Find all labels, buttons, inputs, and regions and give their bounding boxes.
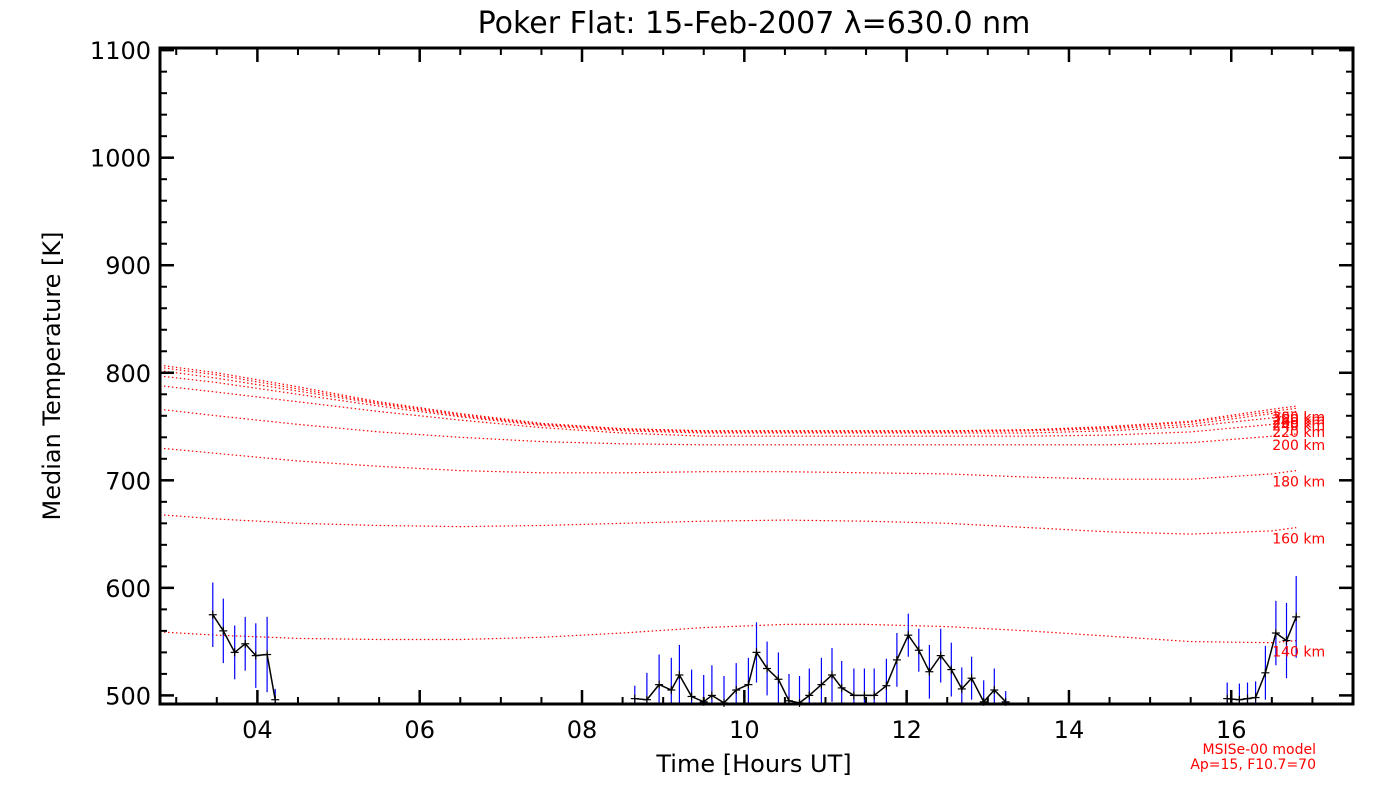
y-tick-label: 700 xyxy=(105,467,151,495)
altitude-label-280-km: 280 km xyxy=(1272,412,1325,428)
x-tick-label: 06 xyxy=(404,716,435,744)
data-point xyxy=(827,670,836,679)
data-point xyxy=(892,655,901,664)
x-tick-label: 10 xyxy=(729,716,760,744)
data-point xyxy=(732,686,741,695)
error-bars xyxy=(212,576,1297,704)
model-label-line2: Ap=15, F10.7=70 xyxy=(1190,757,1316,773)
y-tick-label: 1100 xyxy=(90,37,151,65)
data-point xyxy=(914,646,923,655)
data-point xyxy=(241,639,250,648)
data-point xyxy=(957,684,966,693)
model-label-line1: MSISe-00 model xyxy=(1202,742,1316,758)
y-axis-label: Median Temperature [K] xyxy=(38,231,66,520)
model-curve-240-km xyxy=(159,375,1297,434)
data-point xyxy=(947,665,956,674)
data-point xyxy=(817,680,826,689)
x-axis-label: Time [Hours UT] xyxy=(655,750,851,778)
data-point xyxy=(263,650,272,659)
model-curve-220-km xyxy=(159,385,1297,437)
altitude-label-240-km: 240 km xyxy=(1272,419,1325,435)
data-point xyxy=(675,670,684,679)
axis-ticks xyxy=(160,48,1353,704)
data-point xyxy=(219,626,228,635)
y-tick-label: 900 xyxy=(105,252,151,280)
data-point xyxy=(630,694,639,703)
altitude-label-220-km: 220 km xyxy=(1272,425,1325,441)
data-point xyxy=(925,667,934,676)
data-point xyxy=(1223,694,1232,703)
data-point xyxy=(1251,693,1260,702)
data-point xyxy=(655,680,664,689)
model-curves xyxy=(159,364,1297,644)
data-point xyxy=(642,695,651,704)
data-point xyxy=(936,651,945,660)
data-point xyxy=(763,664,772,673)
chart-title: Poker Flat: 15-Feb-2007 λ=630.0 nm xyxy=(478,6,1031,41)
model-curve-180-km xyxy=(159,447,1297,480)
model-curve-260-km xyxy=(159,370,1297,433)
data-point xyxy=(687,692,696,701)
altitude-label-200-km: 200 km xyxy=(1272,438,1325,454)
measured-line xyxy=(212,614,276,700)
altitude-label-180-km: 180 km xyxy=(1272,475,1325,491)
data-point xyxy=(967,674,976,683)
y-tick-label: 800 xyxy=(105,360,151,388)
data-point xyxy=(667,686,676,695)
y-tick-label: 600 xyxy=(105,575,151,603)
data-point xyxy=(990,686,999,695)
y-tick-label: 1000 xyxy=(90,145,151,173)
data-point xyxy=(230,648,239,657)
data-point xyxy=(904,631,913,640)
data-point xyxy=(752,648,761,657)
altitude-label-140-km: 140 km xyxy=(1272,645,1325,661)
x-tick-label: 14 xyxy=(1054,716,1085,744)
x-tick-label: 16 xyxy=(1216,716,1247,744)
data-point xyxy=(707,691,716,700)
altitude-label-300-km: 300 km xyxy=(1272,410,1325,426)
data-point xyxy=(1243,694,1252,703)
model-curve-300-km xyxy=(159,364,1297,432)
altitude-label-260-km: 260 km xyxy=(1272,416,1325,432)
data-point xyxy=(1292,612,1301,621)
data-point xyxy=(774,675,783,684)
data-point xyxy=(208,610,217,619)
data-point xyxy=(882,681,891,690)
data-point xyxy=(1282,636,1291,645)
y-tick-label: 500 xyxy=(105,682,151,710)
data-point xyxy=(271,695,280,704)
data-point xyxy=(870,691,879,700)
data-point xyxy=(744,680,753,689)
data-point xyxy=(805,691,814,700)
altitude-label-160-km: 160 km xyxy=(1272,532,1325,548)
model-curve-200-km xyxy=(159,408,1297,446)
data-point xyxy=(860,691,869,700)
data-point xyxy=(837,683,846,692)
x-tick-label: 04 xyxy=(242,716,273,744)
x-tick-label: 08 xyxy=(567,716,598,744)
data-point xyxy=(251,651,260,660)
data-point xyxy=(1261,668,1270,677)
model-curve-140-km xyxy=(159,623,1297,644)
data-point xyxy=(1271,629,1280,638)
measured-series xyxy=(208,610,1301,707)
x-tick-label: 12 xyxy=(891,716,922,744)
data-point xyxy=(1235,695,1244,704)
data-point xyxy=(849,691,858,700)
axis-tick-labels: 04 06 08 10 12 14 16 500 600 700 800 900 1000 1100 xyxy=(90,37,1247,744)
model-curve-160-km xyxy=(159,514,1297,535)
plot-frame xyxy=(158,46,1355,706)
